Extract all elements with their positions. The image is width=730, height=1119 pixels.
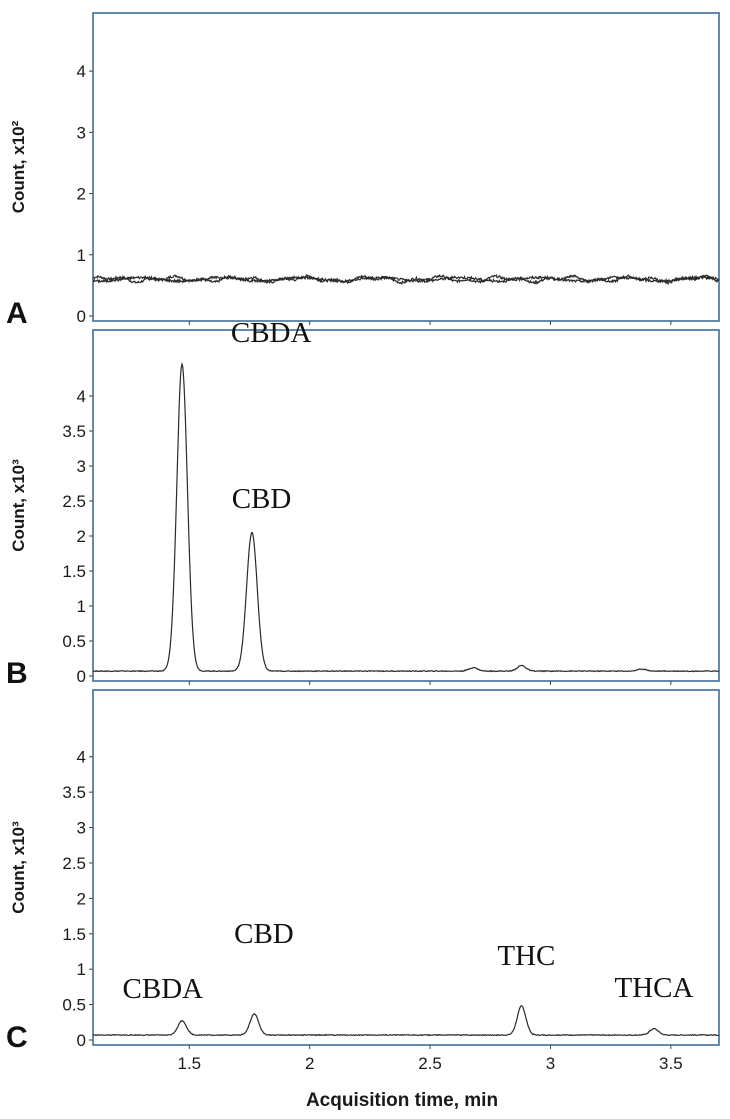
plot-frame [92,12,720,322]
y-tick-label: 0 [77,667,86,686]
y-tick-label: 2 [77,527,86,546]
y-tick-label: 0 [77,307,86,326]
y-tick-label: 3 [77,819,86,838]
y-tick-label: 3.5 [62,422,86,441]
panel-c: 0 0.5 1 1.5 2 2.5 3 3.5 4 Count, x10³ C CBDA CBD THC T… [6,689,720,1073]
chromatogram-trace [92,1005,720,1037]
y-tick-label: 0.5 [62,632,86,651]
x-tick-label: 3.5 [659,1054,683,1073]
x-tick-label: 2.5 [418,1054,442,1073]
chromatogram-trace [92,362,720,673]
peak-label: CBDA [231,317,312,349]
y-tick-label: 2 [77,185,86,204]
plot-frame [92,689,720,1046]
panel-letter: A [6,297,28,330]
peak-label: CBD [234,918,294,950]
y-tick-label: 1 [77,597,86,616]
plot-frame [92,329,720,682]
y-tick-label: 3 [77,457,86,476]
panel-a: 0 1 2 3 4 Count, x10² A [6,12,720,330]
peak-label: CBD [232,483,292,515]
y-tick-label: 2.5 [62,854,86,873]
peak-label: THC [497,940,555,972]
y-axis-label: Count, x10³ [9,459,28,552]
peak-label: CBDA [123,973,204,1005]
y-tick-label: 0 [77,1031,86,1050]
x-tick-label: 1.5 [177,1054,201,1073]
y-tick-label: 3 [77,123,86,142]
x-tick-label: 3 [546,1054,555,1073]
y-tick-label: 1 [77,960,86,979]
y-tick-label: 3.5 [62,783,86,802]
x-tick-label: 2 [305,1054,314,1073]
panel-letter: C [6,1021,28,1054]
y-tick-label: 2.5 [62,492,86,511]
y-axis-label: Count, x10³ [9,821,28,914]
peak-label: THCA [615,972,694,1004]
y-tick-label: 1.5 [62,562,86,581]
panel-b: 0 0.5 1 1.5 2 2.5 3 3.5 4 Count, x10³ B CBDA CBD [6,317,720,690]
y-tick-label: 0.5 [62,996,86,1015]
panel-letter: B [6,657,28,690]
y-axis-label: Count, x10² [9,120,28,213]
y-tick-label: 4 [77,748,86,767]
y-tick-label: 4 [77,387,86,406]
y-tick-label: 4 [77,62,86,81]
x-axis-label: Acquisition time, min [306,1090,498,1111]
chromatogram-trace [92,274,720,284]
y-tick-label: 1.5 [62,925,86,944]
y-tick-label: 2 [77,889,86,908]
y-tick-label: 1 [77,246,86,265]
